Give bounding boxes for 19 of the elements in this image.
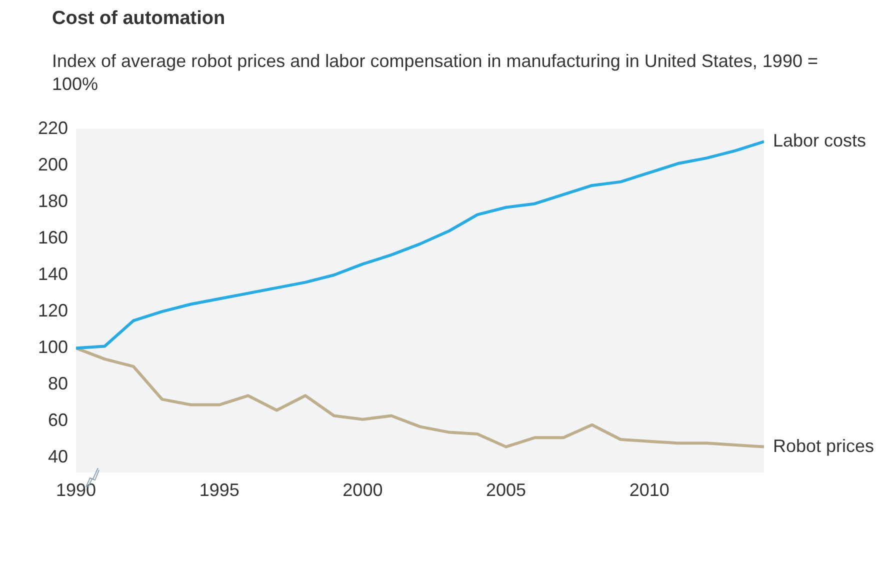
y-tick-label: 160: [38, 227, 68, 248]
y-tick-label: 120: [38, 300, 68, 321]
y-tick-label: 60: [48, 410, 68, 430]
y-tick-label: 140: [38, 264, 68, 284]
x-tick-label: 2000: [342, 480, 383, 500]
y-tick-label: 180: [38, 190, 68, 211]
series-label: Robot prices: [773, 436, 874, 456]
y-tick-label: 100: [38, 337, 68, 358]
y-tick-label: 220: [38, 118, 68, 138]
series-label: Labor costs: [773, 130, 866, 151]
chart-subtitle: Index of average robot prices and labor compensation in manufacturing in United States, 1990 = 100%: [52, 50, 819, 96]
x-tick-label: 2010: [629, 480, 670, 500]
y-tick-label: 40: [48, 446, 68, 467]
y-tick-label: 200: [38, 154, 68, 174]
x-tick-label: 1995: [199, 480, 240, 500]
y-tick-label: 80: [48, 374, 68, 394]
x-tick-label: 1990: [56, 480, 96, 500]
chart-title: Cost of automation: [52, 8, 226, 30]
x-tick-label: 2005: [486, 480, 526, 500]
